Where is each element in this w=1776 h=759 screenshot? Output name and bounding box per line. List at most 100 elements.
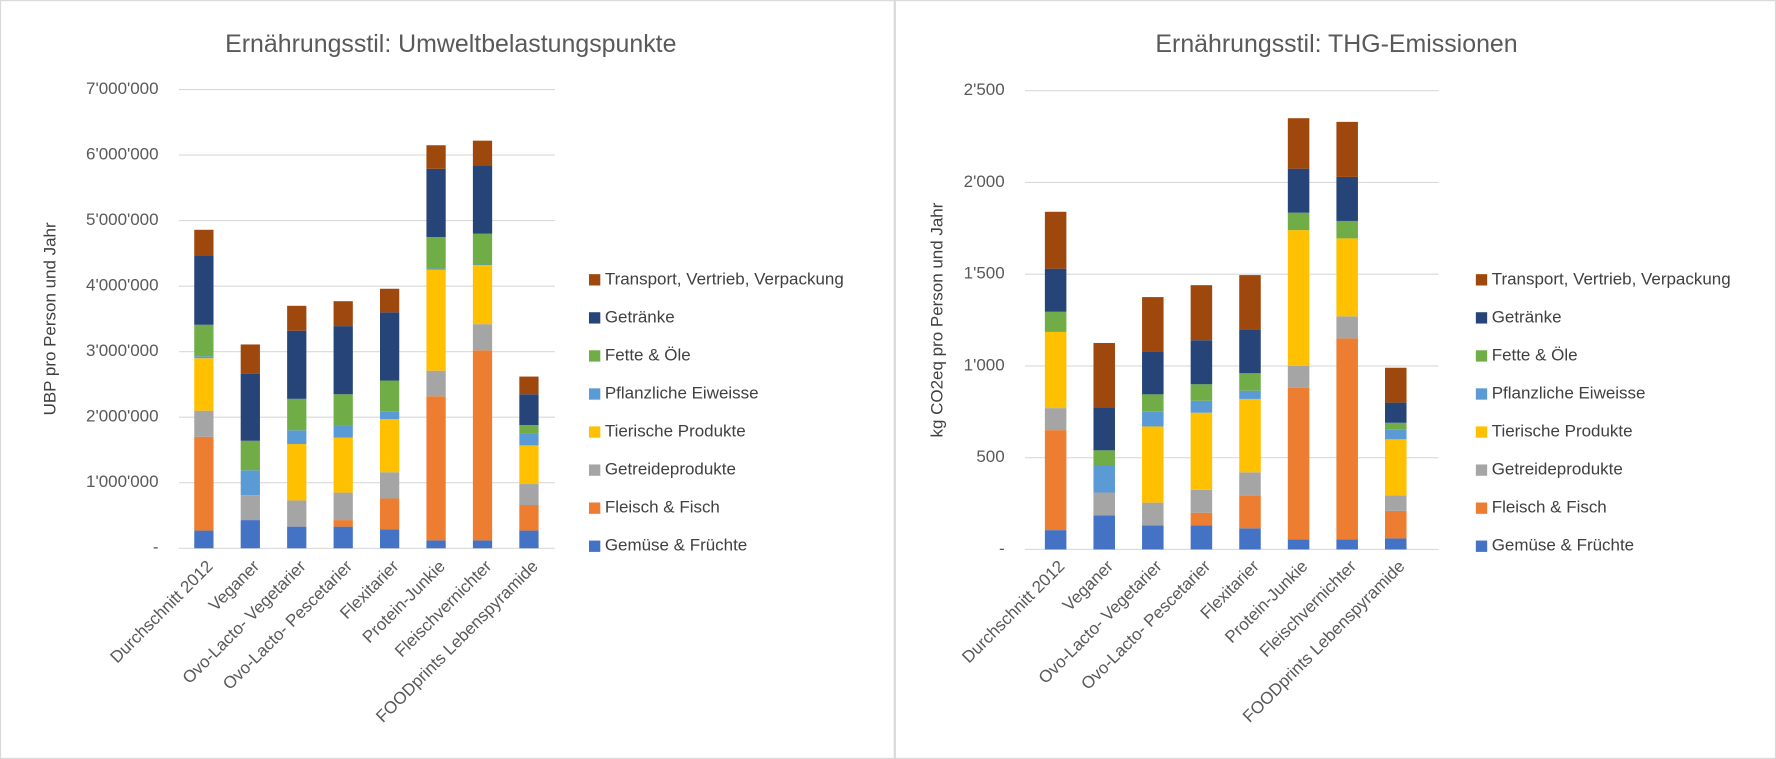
bar-segment (240, 344, 260, 374)
bar-segment (1287, 212, 1310, 231)
bar-segment (1044, 408, 1067, 431)
legend-label: Fette & Öle (1492, 345, 1578, 364)
y-tick-label: 1'500 (964, 264, 1005, 283)
legend-label: Getreideprodukte (1492, 460, 1623, 479)
bar-segment (1287, 230, 1310, 366)
bar-segment (1142, 502, 1164, 526)
bar-segment (1190, 412, 1213, 490)
legend-swatch (588, 540, 601, 552)
y-tick-label: 1'000'000 (86, 472, 159, 491)
y-tick-label: 7'000'000 (86, 79, 159, 98)
bar-segment (194, 436, 214, 531)
bar-segment (1239, 528, 1261, 550)
bar-segment (519, 445, 539, 485)
bar-segment (1385, 510, 1407, 539)
bar-segment (194, 229, 214, 256)
bar-segment (1044, 331, 1067, 409)
bar-segment (380, 312, 400, 381)
bar-segment (519, 505, 539, 531)
bar-segment (1142, 394, 1164, 412)
bar-segment (1190, 512, 1213, 526)
legend-swatch (588, 388, 601, 400)
bar-segment (1239, 390, 1261, 399)
bar-segment (519, 394, 539, 426)
legend-label: Gemüse & Früchte (605, 536, 747, 555)
legend-label: Fette & Öle (605, 345, 691, 364)
bar-segment (380, 472, 400, 499)
bar-segment (1239, 275, 1261, 330)
bar-segment (380, 529, 400, 549)
bar-segment (1190, 489, 1213, 513)
bar-segment (1385, 422, 1407, 430)
bar-segment (287, 398, 307, 431)
legend-label: Transport, Vertrieb, Verpackung (605, 269, 844, 288)
y-tick-label: 6'000'000 (86, 145, 159, 164)
bar-segment (1336, 220, 1358, 239)
bar-segment (519, 425, 539, 434)
bar-segment (1336, 539, 1358, 550)
legend-label: Tierische Produkte (605, 422, 746, 441)
bar-segment (1142, 351, 1164, 395)
bar-segment (1093, 342, 1115, 408)
legend-label: Fleisch & Fisch (1492, 498, 1607, 517)
bar-segment (1093, 450, 1115, 465)
bar-segment (426, 370, 446, 397)
legend-swatch (1475, 464, 1488, 476)
bar-segment (1044, 430, 1067, 531)
bar-segment (1093, 464, 1115, 493)
legend-label: Pflanzliche Eiweisse (605, 383, 759, 402)
bar-segment (1385, 402, 1407, 423)
bar-segment (472, 324, 493, 351)
bar-segment (472, 540, 493, 549)
y-axis-label: UBP pro Person und Jahr (40, 222, 59, 415)
bar-segment (1336, 338, 1358, 540)
bar-segment (426, 168, 446, 237)
bar-segment (426, 540, 446, 549)
bar-segment (519, 484, 539, 506)
bar-segment (287, 305, 307, 331)
bar-segment (426, 145, 446, 169)
bar-segment (1287, 168, 1310, 213)
bar-segment (1239, 329, 1261, 374)
legend-label: Gemüse & Früchte (1492, 536, 1634, 555)
bar-segment (1044, 331, 1067, 332)
bar-segment (240, 470, 260, 496)
legend-swatch (1475, 502, 1488, 514)
bar-segment (1385, 495, 1407, 511)
bar-segment (1044, 530, 1067, 550)
bar-segment (333, 326, 353, 395)
bar-segment (519, 530, 539, 549)
legend-swatch (588, 426, 601, 438)
bar-segment (1190, 525, 1213, 550)
bar-segment (240, 373, 260, 441)
legend-swatch (588, 274, 601, 286)
bar-segment (1239, 373, 1261, 391)
bar-segment (1239, 472, 1261, 496)
bar-segment (287, 330, 307, 399)
legend-swatch (1475, 274, 1488, 286)
bar-segment (333, 520, 353, 527)
legend-swatch (1475, 388, 1488, 400)
y-tick-label: 2'000'000 (86, 407, 159, 426)
y-tick-label: 2'000 (964, 172, 1005, 191)
bar-segment (1044, 211, 1067, 269)
bar-segment (333, 526, 353, 549)
bar-segment (1044, 268, 1067, 312)
legend-swatch (1475, 426, 1488, 438)
bar-segment (333, 394, 353, 426)
legend-swatch (1475, 350, 1488, 362)
y-tick-label: - (999, 539, 1005, 558)
bar-segment (333, 437, 353, 493)
bar-segment (426, 268, 446, 270)
y-tick-label: 2'500 (964, 80, 1005, 99)
bar-segment (380, 288, 400, 313)
bar-segment (1190, 340, 1213, 385)
bar-segment (472, 165, 493, 234)
bar-segment (1142, 297, 1164, 352)
bar-segment (1190, 384, 1213, 401)
bar-segment (240, 440, 260, 471)
bar-segment (472, 140, 493, 166)
bar-segment (287, 526, 307, 549)
